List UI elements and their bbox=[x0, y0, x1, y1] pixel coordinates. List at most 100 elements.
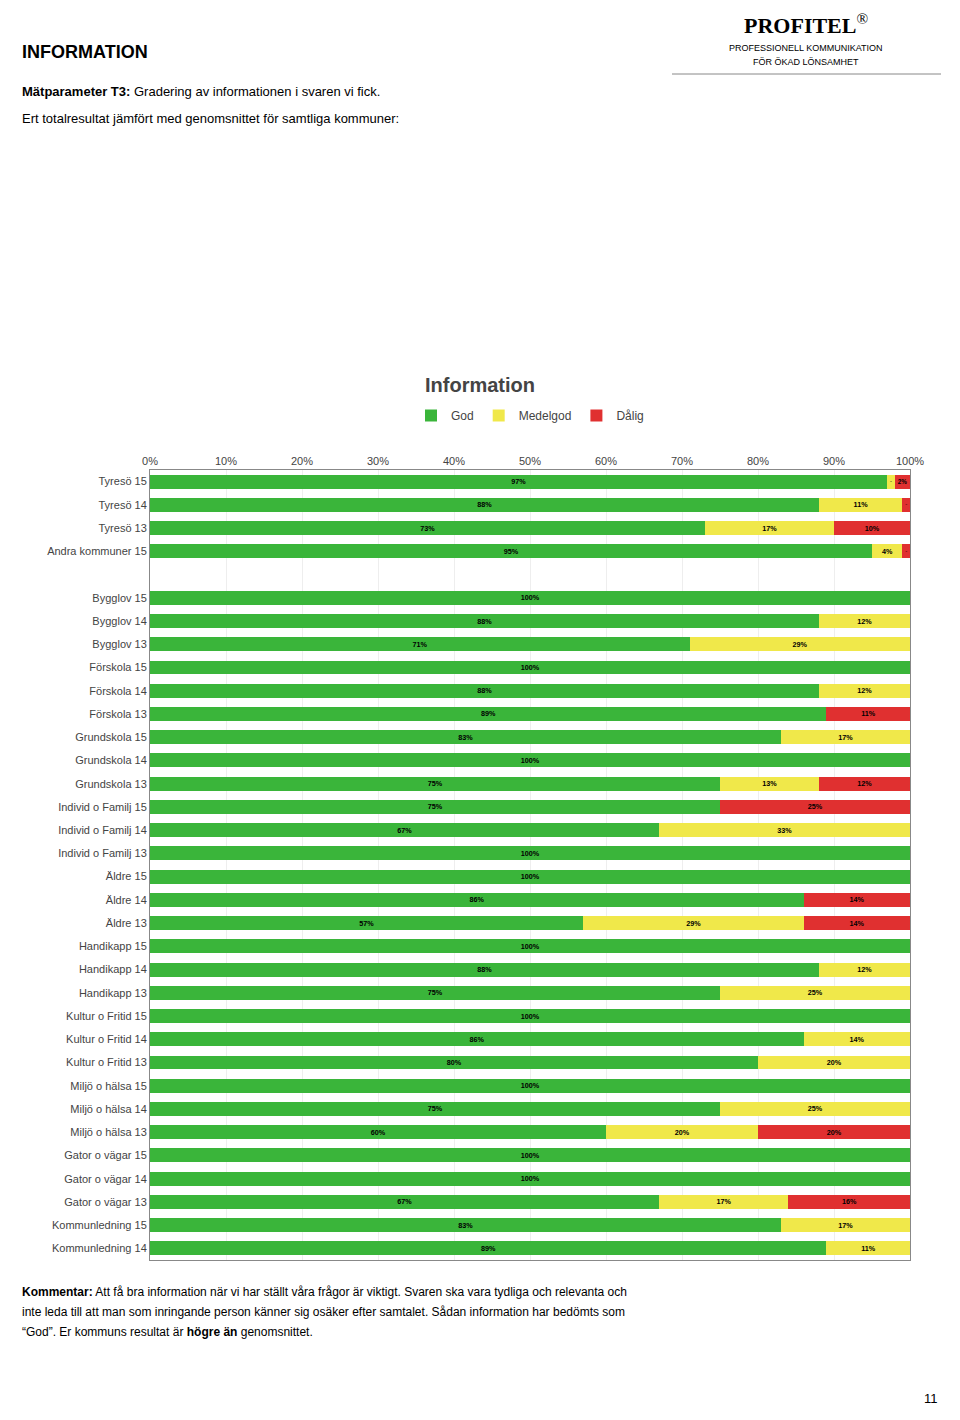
svg-text:14%: 14% bbox=[850, 895, 865, 904]
svg-text:1%: 1% bbox=[905, 551, 907, 552]
svg-text:100%: 100% bbox=[521, 593, 540, 602]
svg-text:83%: 83% bbox=[458, 733, 473, 742]
svg-text:11%: 11% bbox=[854, 500, 869, 509]
svg-text:71%: 71% bbox=[413, 640, 428, 649]
svg-text:Bygglov 14: Bygglov 14 bbox=[92, 615, 146, 627]
svg-text:Kultur o Fritid 14: Kultur o Fritid 14 bbox=[66, 1033, 147, 1045]
svg-text:Tyresö 14: Tyresö 14 bbox=[98, 499, 146, 511]
svg-text:1%: 1% bbox=[905, 504, 907, 505]
svg-text:PROFESSIONELL KOMMUNIKATION: PROFESSIONELL KOMMUNIKATION bbox=[729, 43, 883, 53]
svg-text:Miljö o hälsa 15: Miljö o hälsa 15 bbox=[70, 1080, 146, 1092]
svg-text:100%: 100% bbox=[521, 1012, 540, 1021]
svg-text:Dålig: Dålig bbox=[616, 409, 643, 423]
svg-text:Grundskola 14: Grundskola 14 bbox=[75, 754, 147, 766]
svg-text:Gator o vägar 15: Gator o vägar 15 bbox=[64, 1149, 147, 1161]
svg-text:Individ o Familj 14: Individ o Familj 14 bbox=[58, 824, 147, 836]
svg-text:Tyresö 15: Tyresö 15 bbox=[98, 475, 146, 487]
svg-text:12%: 12% bbox=[857, 617, 872, 626]
svg-text:FÖR ÖKAD LÖNSAMHET: FÖR ÖKAD LÖNSAMHET bbox=[753, 57, 859, 67]
svg-text:25%: 25% bbox=[808, 802, 823, 811]
svg-text:Gator o vägar 13: Gator o vägar 13 bbox=[64, 1196, 147, 1208]
svg-text:95%: 95% bbox=[504, 547, 519, 556]
svg-text:88%: 88% bbox=[477, 965, 492, 974]
svg-text:17%: 17% bbox=[717, 1197, 732, 1206]
svg-text:57%: 57% bbox=[359, 919, 374, 928]
svg-text:12%: 12% bbox=[857, 686, 872, 695]
svg-text:20%: 20% bbox=[291, 455, 313, 467]
svg-text:2%: 2% bbox=[898, 478, 908, 485]
svg-text:100%: 100% bbox=[521, 756, 540, 765]
svg-text:Handikapp 13: Handikapp 13 bbox=[79, 987, 147, 999]
svg-text:Handikapp 15: Handikapp 15 bbox=[79, 940, 147, 952]
svg-text:Kultur o Fritid 13: Kultur o Fritid 13 bbox=[66, 1056, 147, 1068]
svg-text:Tyresö 13: Tyresö 13 bbox=[98, 522, 146, 534]
svg-text:Äldre 13: Äldre 13 bbox=[106, 917, 147, 929]
svg-text:100%: 100% bbox=[521, 872, 540, 881]
svg-text:25%: 25% bbox=[808, 988, 823, 997]
svg-text:Kommunledning 15: Kommunledning 15 bbox=[52, 1219, 147, 1231]
svg-text:60%: 60% bbox=[595, 455, 617, 467]
svg-text:11%: 11% bbox=[861, 1244, 876, 1253]
svg-text:50%: 50% bbox=[519, 455, 541, 467]
svg-text:Gator o vägar 14: Gator o vägar 14 bbox=[64, 1173, 147, 1185]
svg-text:Bygglov 13: Bygglov 13 bbox=[92, 638, 146, 650]
svg-text:Individ o Familj 13: Individ o Familj 13 bbox=[58, 847, 147, 859]
svg-text:80%: 80% bbox=[447, 1058, 462, 1067]
svg-text:12%: 12% bbox=[857, 965, 872, 974]
svg-text:20%: 20% bbox=[827, 1058, 842, 1067]
svg-text:97%: 97% bbox=[511, 477, 526, 486]
svg-text:30%: 30% bbox=[367, 455, 389, 467]
svg-text:13%: 13% bbox=[762, 779, 777, 788]
svg-text:67%: 67% bbox=[397, 826, 412, 835]
svg-text:89%: 89% bbox=[481, 1244, 496, 1253]
svg-text:Kultur o Fritid 15: Kultur o Fritid 15 bbox=[66, 1010, 147, 1022]
svg-text:4%: 4% bbox=[882, 547, 893, 556]
svg-text:INFORMATION: INFORMATION bbox=[22, 42, 148, 62]
svg-text:88%: 88% bbox=[477, 686, 492, 695]
svg-text:75%: 75% bbox=[428, 779, 443, 788]
svg-text:75%: 75% bbox=[428, 1104, 443, 1113]
svg-text:10%: 10% bbox=[865, 524, 880, 533]
svg-text:29%: 29% bbox=[793, 640, 808, 649]
svg-text:11: 11 bbox=[924, 1391, 938, 1406]
svg-text:67%: 67% bbox=[397, 1197, 412, 1206]
svg-text:14%: 14% bbox=[850, 919, 865, 928]
svg-text:100%: 100% bbox=[521, 663, 540, 672]
svg-text:Medelgod: Medelgod bbox=[519, 409, 572, 423]
svg-text:60%: 60% bbox=[371, 1128, 386, 1137]
svg-text:100%: 100% bbox=[896, 455, 924, 467]
svg-text:86%: 86% bbox=[470, 895, 485, 904]
svg-text:14%: 14% bbox=[850, 1035, 865, 1044]
svg-text:10%: 10% bbox=[215, 455, 237, 467]
svg-text:Kommunledning 14: Kommunledning 14 bbox=[52, 1242, 147, 1254]
svg-text:Individ o Familj 15: Individ o Familj 15 bbox=[58, 801, 147, 813]
svg-text:20%: 20% bbox=[675, 1128, 690, 1137]
svg-text:PROFITEL​®​: PROFITEL​®​ bbox=[744, 10, 868, 38]
svg-text:90%: 90% bbox=[823, 455, 845, 467]
svg-text:88%: 88% bbox=[477, 500, 492, 509]
svg-text:83%: 83% bbox=[458, 1221, 473, 1230]
svg-text:Mätparameter T3: Gradering av: Mätparameter T3: Gradering av informatio… bbox=[22, 84, 380, 99]
svg-text:Äldre 15: Äldre 15 bbox=[106, 870, 147, 882]
svg-text:12%: 12% bbox=[857, 779, 872, 788]
svg-text:inte leda till att man som inr: inte leda till att man som inringande pe… bbox=[22, 1305, 625, 1319]
svg-text:17%: 17% bbox=[838, 733, 853, 742]
svg-text:100%: 100% bbox=[521, 1151, 540, 1160]
svg-text:Förskola 15: Förskola 15 bbox=[89, 661, 146, 673]
svg-text:Förskola 13: Förskola 13 bbox=[89, 708, 146, 720]
svg-text:Grundskola 15: Grundskola 15 bbox=[75, 731, 147, 743]
svg-text:17%: 17% bbox=[762, 524, 777, 533]
svg-text:89%: 89% bbox=[481, 709, 496, 718]
svg-text:75%: 75% bbox=[428, 802, 443, 811]
svg-text:Kommentar: Att få bra informat: Kommentar: Att få bra information när vi… bbox=[22, 1285, 627, 1299]
svg-text:75%: 75% bbox=[428, 988, 443, 997]
svg-text:Ert totalresultat jämfört med: Ert totalresultat jämfört med genomsnitt… bbox=[22, 111, 399, 126]
svg-text:20%: 20% bbox=[827, 1128, 842, 1137]
svg-text:Handikapp 14: Handikapp 14 bbox=[79, 963, 147, 975]
svg-text:100%: 100% bbox=[521, 942, 540, 951]
svg-text:80%: 80% bbox=[747, 455, 769, 467]
svg-text:0%: 0% bbox=[142, 455, 158, 467]
svg-text:100%: 100% bbox=[521, 849, 540, 858]
svg-text:25%: 25% bbox=[808, 1104, 823, 1113]
svg-text:Information: Information bbox=[425, 374, 535, 396]
